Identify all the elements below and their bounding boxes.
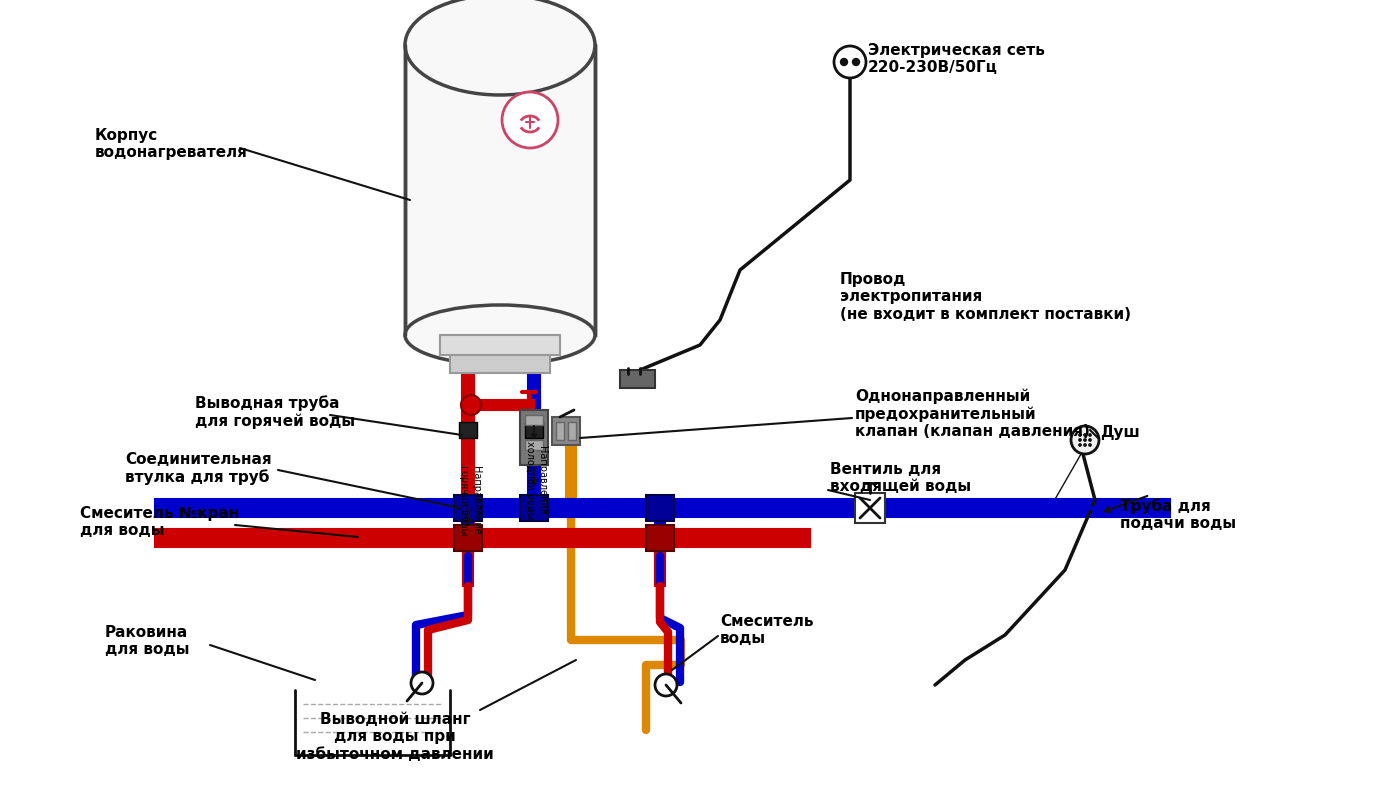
Circle shape <box>461 395 482 415</box>
Circle shape <box>1088 443 1092 446</box>
Bar <box>454 495 482 521</box>
Circle shape <box>411 672 433 694</box>
Text: Раковина
для воды: Раковина для воды <box>105 625 190 658</box>
Bar <box>406 45 595 335</box>
Bar <box>552 417 580 445</box>
Bar <box>440 335 561 355</box>
Circle shape <box>853 58 859 66</box>
Bar <box>454 525 482 551</box>
Text: Однонаправленный
предохранительный
клапан (клапан давления): Однонаправленный предохранительный клапа… <box>855 388 1089 439</box>
Bar <box>525 415 543 425</box>
Bar <box>525 422 543 438</box>
Bar <box>529 465 540 508</box>
Text: Смеситель
воды: Смеситель воды <box>720 614 814 646</box>
Text: Вентиль для
входящей воды: Вентиль для входящей воды <box>830 462 972 494</box>
Bar <box>155 499 1050 517</box>
Text: Смеситель №кран
для воды: Смеситель №кран для воды <box>80 506 239 538</box>
Bar <box>646 525 674 551</box>
Bar <box>646 495 674 521</box>
Bar <box>520 410 548 465</box>
Circle shape <box>835 46 866 78</box>
Bar <box>520 495 548 521</box>
Bar <box>525 440 543 450</box>
Circle shape <box>1078 443 1081 446</box>
Bar <box>155 529 810 547</box>
Text: Труба для
подачи воды: Труба для подачи воды <box>1120 498 1236 531</box>
Bar <box>529 373 540 423</box>
Text: Провод
электропитания
(не входит в комплект поставки): Провод электропитания (не входит в компл… <box>840 272 1131 322</box>
Text: Направление
холодной воды: Направление холодной воды <box>525 441 547 519</box>
Circle shape <box>655 674 677 696</box>
Bar <box>855 493 884 523</box>
Bar <box>529 395 540 423</box>
Circle shape <box>1088 434 1092 437</box>
Ellipse shape <box>406 0 595 95</box>
Text: Душ: Душ <box>1100 425 1140 440</box>
Bar <box>620 370 655 388</box>
Bar <box>1050 499 1169 517</box>
Circle shape <box>1071 426 1099 454</box>
Bar <box>556 422 565 440</box>
Bar <box>655 521 664 556</box>
Bar <box>655 551 664 586</box>
Circle shape <box>1084 443 1086 446</box>
Circle shape <box>1084 438 1086 442</box>
Text: Выводной шланг
для воды при
избыточном давлении: Выводной шланг для воды при избыточном д… <box>296 712 494 762</box>
Bar <box>473 400 534 410</box>
Circle shape <box>840 58 847 66</box>
Bar <box>464 551 473 586</box>
Ellipse shape <box>406 305 595 365</box>
Bar <box>450 355 549 373</box>
Text: Корпус
водонагревателя: Корпус водонагревателя <box>95 128 248 160</box>
Bar <box>567 422 576 440</box>
Circle shape <box>502 92 558 148</box>
Circle shape <box>1088 438 1092 442</box>
Bar <box>462 373 473 538</box>
Text: Соединительная
втулка для труб: Соединительная втулка для труб <box>125 452 271 486</box>
Circle shape <box>1078 438 1081 442</box>
Circle shape <box>1078 434 1081 437</box>
Bar <box>566 445 576 508</box>
Bar <box>459 422 477 438</box>
Text: Выводная труба
для горячей воды: Выводная труба для горячей воды <box>195 395 356 429</box>
Circle shape <box>1084 434 1086 437</box>
Text: Направление
горячей воды: Направление горячей воды <box>459 465 480 535</box>
Bar <box>464 521 473 556</box>
Text: Электрическая сеть
220-230В/50Гц: Электрическая сеть 220-230В/50Гц <box>868 43 1045 75</box>
